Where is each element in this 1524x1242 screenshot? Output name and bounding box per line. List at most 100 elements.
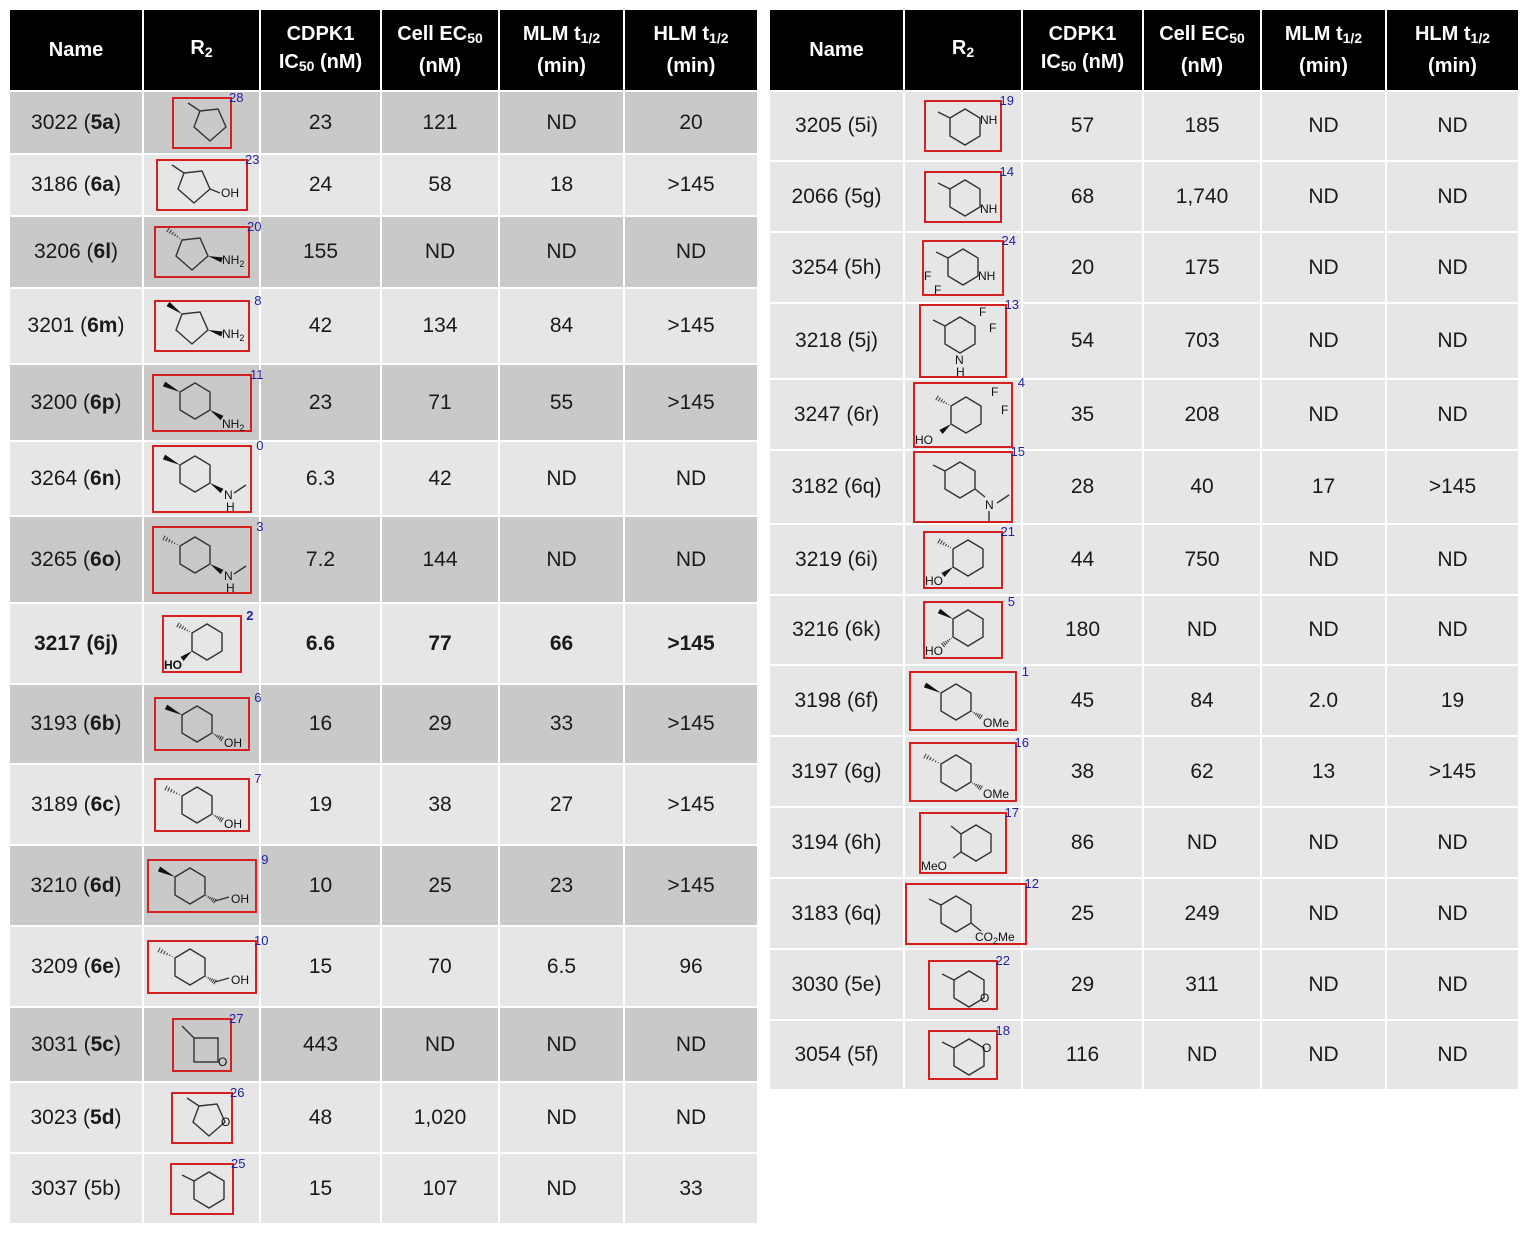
structure-index-number: 0 [256,437,264,453]
structure-label: HO [925,574,943,588]
structure-index-number: 11 [250,366,264,382]
compound-name-cell: 3037 (5b) [8,1152,144,1225]
hlm-half-life-cell: 33 [623,1152,759,1225]
cdpk1-ic50-cell: 20 [1021,231,1144,304]
structure-index-number: 6 [254,690,262,705]
structure-label: F [924,269,931,283]
mlm-half-life-cell: ND [498,90,625,155]
compound-name-cell: 3219 (6i) [768,523,905,596]
compound-code: 6h [851,830,875,854]
r2-structure-cell: NH F F 24 [903,231,1023,304]
compound-id: 2066 [791,184,839,208]
compound-code: 6j [93,631,112,655]
structure-drawing: CO2Me [905,882,1027,945]
cell-ec50-cell: ND [1142,594,1262,666]
mlm-half-life-cell: 17 [1260,449,1387,525]
structure-drawing: N [913,451,1013,523]
cell-ec50-cell: ND [380,1006,500,1083]
compound-name-cell: 3210 (6d) [8,844,144,927]
structure-index-number: 20 [247,219,262,234]
structure-drawing: NH FF [922,239,1004,296]
structure-index-number: 19 [999,93,1014,108]
compound-code: 6p [90,390,115,414]
hlm-half-life-cell: ND [1385,523,1520,596]
table-row: 3031 (5c) O 27 443 ND ND ND [8,1006,759,1083]
compound-name-cell: 3183 (6q) [768,877,905,950]
mlm-half-life-cell: ND [1260,231,1387,304]
structure-label: N [224,488,233,502]
table-row: 3037 (5b) 25 15 107 ND 33 [8,1152,759,1225]
structure-label: OMe [983,787,1009,801]
cdpk1-ic50-cell: 6.6 [259,602,382,685]
compound-name-cell: 3193 (6b) [8,683,144,765]
compound-code: 6q [851,475,875,498]
cdpk1-ic50-cell: 155 [259,215,382,289]
compound-id: 3205 [795,114,842,137]
hlm-half-life-cell: >145 [623,844,759,927]
cell-ec50-cell: 121 [380,90,500,155]
r2-structure-cell: 25 [142,1152,261,1225]
cell-ec50-cell: 42 [380,440,500,517]
table-row: 3219 (6i) HO 21 44 750 ND ND [768,523,1520,596]
compound-id: 3023 [30,1105,78,1129]
compound-id: 3030 [791,972,839,996]
compound-id: 3216 [792,618,839,641]
compound-code: 5c [90,1032,114,1056]
compound-code: 6g [851,759,875,783]
r2-structure-cell: OH 10 [142,925,269,1008]
header-hlm: HLM t1/2 (min) [623,8,759,92]
mlm-half-life-cell: 13 [1260,735,1387,808]
cdpk1-ic50-cell: 48 [259,1081,382,1154]
hlm-half-life-cell: ND [1385,1019,1520,1091]
mlm-half-life-cell: ND [1260,378,1387,451]
compound-id: 3265 [30,547,78,571]
structure-drawing: OMe [909,670,1017,731]
cell-ec50-cell: 25 [380,844,500,927]
structure-index-number: 25 [231,1155,246,1171]
structure-label: NH2 [222,253,244,269]
cell-ec50-cell: ND [1142,1019,1262,1091]
structure-label: H [226,581,235,594]
cdpk1-ic50-cell: 16 [259,683,382,765]
structure-label: HO [925,644,943,658]
cdpk1-ic50-cell: 57 [1021,90,1144,162]
compound-code: 6r [853,402,873,426]
hlm-half-life-cell: ND [623,440,759,517]
mlm-half-life-cell: ND [498,515,625,604]
structure-label: F [1001,403,1008,417]
compound-id: 3247 [793,402,841,426]
mlm-half-life-cell: 33 [498,683,625,765]
structure-index-number: 28 [229,89,244,105]
structure-label: N [955,353,964,367]
table-row: 3265 (6o) N H 3 7.2 144 ND ND [8,515,759,604]
r2-structure: 28 [171,90,244,149]
compound-id: 3194 [791,830,839,854]
mlm-half-life-cell: ND [1260,806,1387,879]
r2-structure-cell: OH 23 [142,153,261,217]
compound-id: 3254 [791,255,839,279]
compound-id: 3264 [30,466,78,490]
structure-label: O [980,991,989,1005]
structure-label: OH [224,817,242,831]
r2-structure-cell: 28 [142,90,261,155]
table-row: 3264 (6n) N H 0 6.3 42 ND ND [8,437,759,517]
structure-label: O [218,1055,227,1069]
structure-index-number: 8 [254,293,262,308]
header-r2: R2 [142,8,261,92]
r2-structure: N H F F 13 [919,298,1019,378]
r2-structure-cell: OH 7 [142,763,262,846]
r2-structure-cell: OH 6 [142,683,262,765]
compound-id: 3200 [30,390,78,414]
cdpk1-ic50-cell: 10 [259,844,382,927]
structure-label: H [956,365,965,378]
cell-ec50-cell: 107 [380,1152,500,1225]
compound-name-cell: 3209 (6e) [8,925,144,1008]
table-body: 3022 (5a) 28 23 121 ND 20 3186 (6a) OH 23 24 58 18 >… [8,90,759,1225]
mlm-half-life-cell: 66 [498,602,625,685]
structure-label: NH [980,202,997,216]
r2-structure-cell: HO 2 [142,602,261,685]
structure-index-number: 2 [246,607,254,623]
compound-name-cell: 3201 (6m) [8,287,144,365]
